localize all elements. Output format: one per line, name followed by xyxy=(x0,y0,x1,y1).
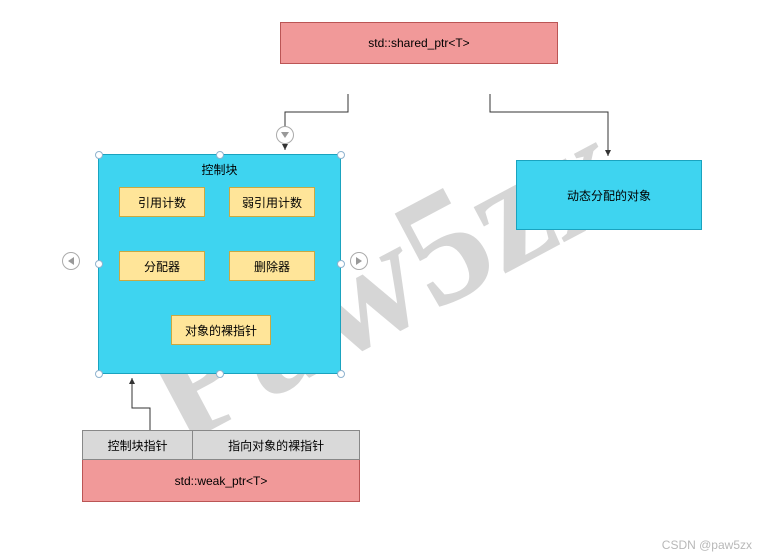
selection-handle[interactable] xyxy=(337,370,345,378)
selection-handle[interactable] xyxy=(95,151,103,159)
weak-ptr-container: 控制块指针 指向对象的裸指针 std::weak_ptr<T> xyxy=(82,430,360,460)
edge-weak-to-control xyxy=(132,378,150,430)
selection-handle[interactable] xyxy=(216,370,224,378)
edge-shared-to-object xyxy=(490,94,608,156)
direction-handle-right[interactable] xyxy=(350,252,368,270)
edge-shared-to-control xyxy=(285,94,348,150)
weak-ref-count-box: 弱引用计数 xyxy=(229,187,315,217)
shared-ptr-title: std::shared_ptr<T> xyxy=(280,22,558,64)
allocator-box: 分配器 xyxy=(119,251,205,281)
selection-handle[interactable] xyxy=(216,151,224,159)
shared-ptr-container: std::shared_ptr<T> 控制块指针 用于管理对象的裸指针 xyxy=(280,22,558,52)
credit-text: CSDN @paw5zx xyxy=(662,538,752,552)
weak-ptr-cells: 控制块指针 指向对象的裸指针 xyxy=(82,430,360,460)
direction-handle-down[interactable] xyxy=(276,126,294,144)
ref-count-box: 引用计数 xyxy=(119,187,205,217)
direction-handle-left[interactable] xyxy=(62,252,80,270)
weak-ptr-cell-raw: 指向对象的裸指针 xyxy=(193,430,360,460)
selection-handle[interactable] xyxy=(95,260,103,268)
control-block[interactable]: 控制块 引用计数 弱引用计数 分配器 删除器 对象的裸指针 xyxy=(98,154,341,374)
selection-handle[interactable] xyxy=(337,151,345,159)
deleter-box: 删除器 xyxy=(229,251,315,281)
selection-handle[interactable] xyxy=(95,370,103,378)
raw-ptr-box: 对象的裸指针 xyxy=(171,315,271,345)
weak-ptr-cell-ctrl: 控制块指针 xyxy=(82,430,193,460)
selection-handle[interactable] xyxy=(337,260,345,268)
dynamic-object-box: 动态分配的对象 xyxy=(516,160,702,230)
weak-ptr-title: std::weak_ptr<T> xyxy=(82,460,360,502)
